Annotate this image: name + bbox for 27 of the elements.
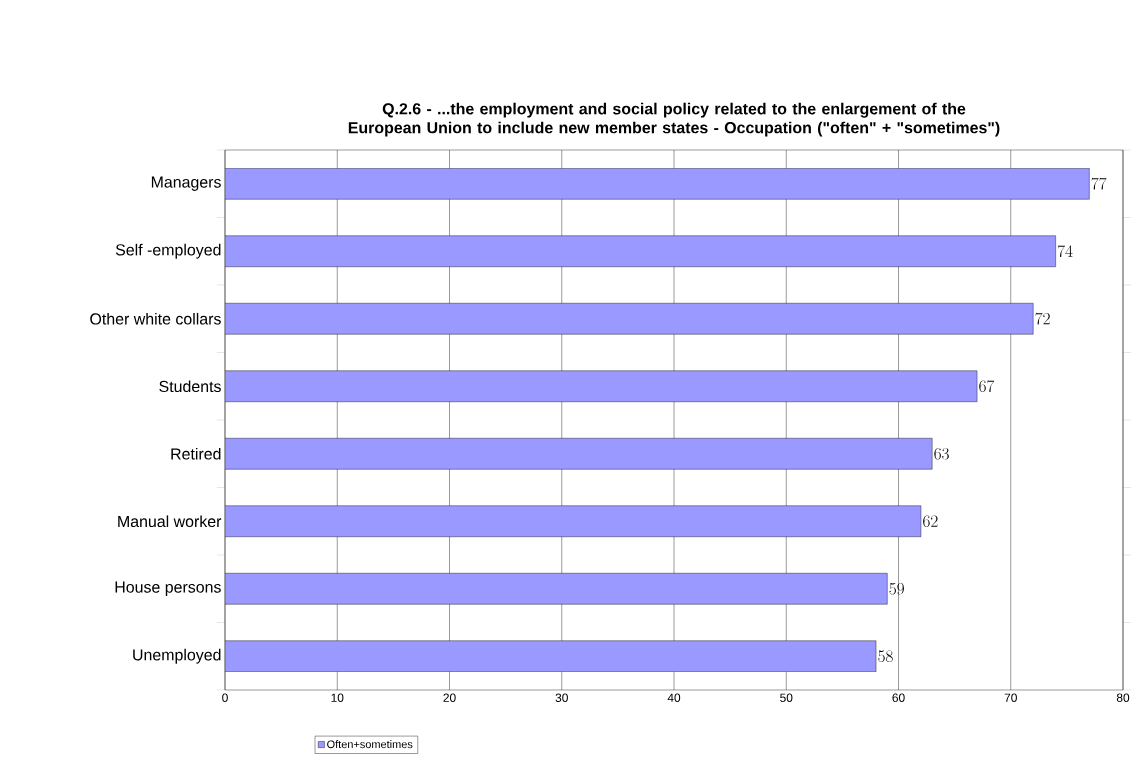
y-tick-label: Retired bbox=[171, 447, 221, 460]
chart-title: Q.2.6 - ...the employment and social policy related to the enlargement of the European Union to include new member states - Occupation ("often" + "sometimes") bbox=[348, 102, 1000, 137]
y-tick-label: Other white collars bbox=[90, 312, 221, 325]
data-label: 74 bbox=[1057, 245, 1073, 258]
x-tick-label: 40 bbox=[667, 693, 681, 702]
x-tick-label: 70 bbox=[1004, 693, 1017, 702]
y-tick-label: Manual worker bbox=[118, 515, 222, 528]
y-tick-label: House persons bbox=[115, 581, 221, 596]
x-tick-label: 50 bbox=[780, 693, 793, 702]
y-tick-label: Self -employed bbox=[115, 243, 221, 259]
x-tick-label: 10 bbox=[331, 693, 344, 702]
legend-label: Often+sometimes bbox=[327, 740, 413, 749]
data-label: 77 bbox=[1091, 177, 1107, 190]
data-label: 72 bbox=[1035, 312, 1050, 325]
data-label: 63 bbox=[934, 447, 949, 460]
data-label: 58 bbox=[878, 650, 893, 663]
y-tick-label: Managers bbox=[151, 176, 221, 191]
x-tick-label: 30 bbox=[555, 693, 568, 702]
data-label: 62 bbox=[923, 515, 938, 528]
x-tick-label: 60 bbox=[892, 693, 905, 702]
y-tick-label: Unemployed bbox=[133, 648, 221, 664]
data-label: 67 bbox=[979, 380, 995, 393]
x-tick-label: 0 bbox=[222, 693, 228, 702]
data-label: 59 bbox=[889, 582, 904, 595]
x-tick-label: 80 bbox=[1116, 693, 1130, 702]
y-tick-label: Students bbox=[159, 380, 221, 393]
x-tick-label: 20 bbox=[443, 693, 456, 702]
